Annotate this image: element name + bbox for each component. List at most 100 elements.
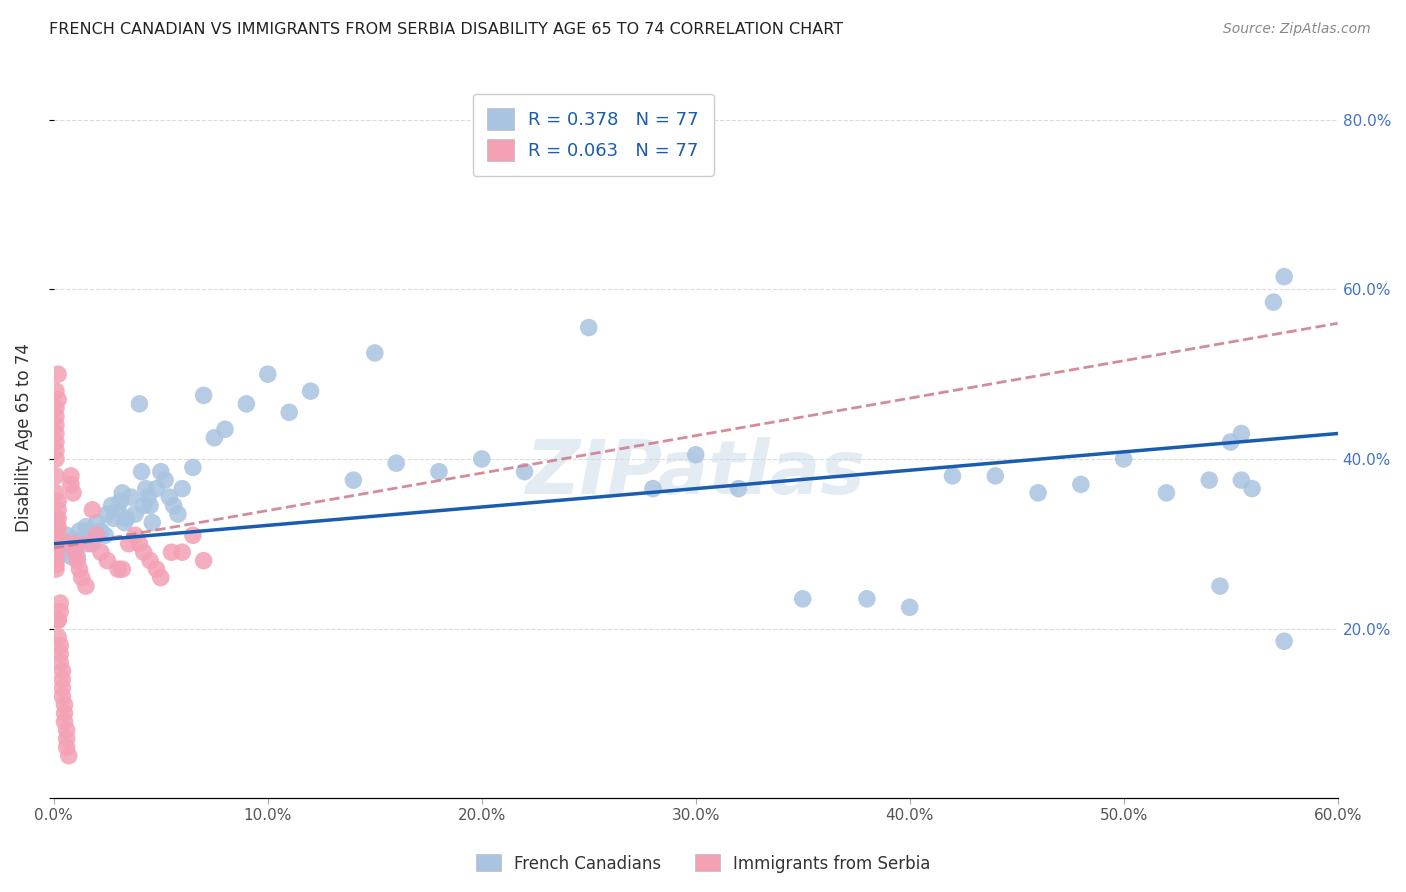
Point — [82, 537, 104, 551]
Point — [45, 443, 67, 458]
Point — [124, 507, 146, 521]
Point — [49, 596, 72, 610]
Point — [941, 469, 963, 483]
Point — [385, 456, 408, 470]
Point — [157, 490, 180, 504]
Point — [70, 533, 93, 547]
Point — [141, 516, 163, 530]
Point — [46, 503, 69, 517]
Point — [1156, 486, 1178, 500]
Point — [108, 494, 131, 508]
Point — [46, 520, 69, 534]
Point — [131, 465, 153, 479]
Point — [77, 524, 100, 538]
Point — [1272, 634, 1295, 648]
Point — [46, 528, 69, 542]
Point — [46, 630, 69, 644]
Point — [45, 541, 67, 555]
Point — [45, 524, 67, 538]
Point — [149, 571, 172, 585]
Point — [149, 465, 172, 479]
Point — [55, 731, 77, 746]
Point — [364, 346, 387, 360]
Point — [94, 528, 117, 542]
Point — [49, 605, 72, 619]
Point — [45, 562, 67, 576]
Point — [107, 503, 129, 517]
Point — [278, 405, 301, 419]
Point — [145, 562, 167, 576]
Point — [66, 554, 89, 568]
Text: Source: ZipAtlas.com: Source: ZipAtlas.com — [1223, 22, 1371, 37]
Point — [86, 516, 108, 530]
Point — [53, 706, 76, 721]
Point — [128, 397, 150, 411]
Point — [172, 482, 194, 496]
Point — [193, 554, 215, 568]
Point — [90, 545, 112, 559]
Point — [135, 482, 157, 496]
Point — [49, 639, 72, 653]
Point — [1070, 477, 1092, 491]
Point — [181, 460, 204, 475]
Point — [58, 748, 80, 763]
Point — [46, 392, 69, 407]
Point — [139, 554, 162, 568]
Point — [59, 549, 82, 564]
Point — [46, 511, 69, 525]
Point — [1112, 452, 1135, 467]
Point — [59, 477, 82, 491]
Point — [96, 554, 118, 568]
Point — [46, 613, 69, 627]
Point — [299, 384, 322, 398]
Point — [77, 537, 100, 551]
Point — [65, 545, 87, 559]
Point — [202, 431, 225, 445]
Point — [45, 520, 67, 534]
Point — [45, 537, 67, 551]
Point — [1263, 295, 1285, 310]
Point — [118, 537, 141, 551]
Legend: R = 0.378   N = 77, R = 0.063   N = 77: R = 0.378 N = 77, R = 0.063 N = 77 — [472, 94, 714, 176]
Point — [90, 524, 112, 538]
Point — [193, 388, 215, 402]
Point — [132, 499, 155, 513]
Point — [45, 426, 67, 441]
Point — [49, 656, 72, 670]
Point — [1219, 435, 1241, 450]
Point — [62, 533, 84, 547]
Point — [86, 528, 108, 542]
Point — [45, 486, 67, 500]
Point — [685, 448, 707, 462]
Point — [62, 486, 84, 500]
Point — [45, 558, 67, 572]
Point — [115, 511, 138, 525]
Point — [49, 647, 72, 661]
Point — [124, 528, 146, 542]
Point — [79, 528, 101, 542]
Point — [75, 520, 97, 534]
Point — [45, 417, 67, 432]
Point — [46, 367, 69, 381]
Point — [136, 490, 159, 504]
Point — [65, 537, 87, 551]
Point — [51, 673, 73, 687]
Point — [114, 516, 136, 530]
Point — [45, 384, 67, 398]
Point — [856, 591, 879, 606]
Point — [578, 320, 600, 334]
Point — [132, 545, 155, 559]
Point — [172, 545, 194, 559]
Point — [128, 537, 150, 551]
Point — [53, 698, 76, 712]
Point — [55, 528, 77, 542]
Point — [153, 473, 176, 487]
Point — [1209, 579, 1232, 593]
Point — [58, 541, 80, 555]
Point — [66, 549, 89, 564]
Point — [96, 507, 118, 521]
Point — [51, 690, 73, 704]
Point — [45, 469, 67, 483]
Point — [1272, 269, 1295, 284]
Point — [45, 545, 67, 559]
